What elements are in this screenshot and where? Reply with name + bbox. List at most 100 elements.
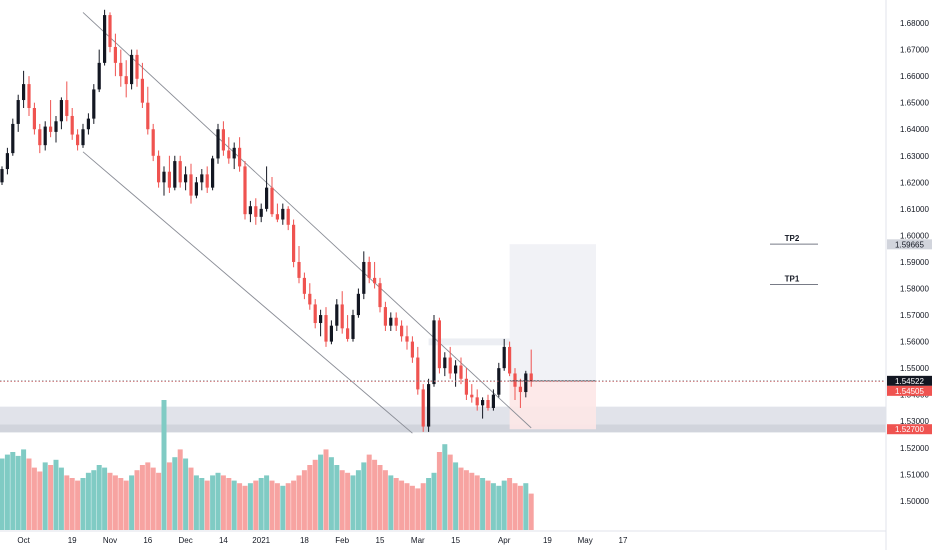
candle-body: [184, 174, 188, 183]
candle-body: [481, 400, 485, 406]
candle-body: [97, 62, 101, 90]
candle-body: [124, 76, 128, 85]
candle-body: [329, 325, 333, 342]
candle-body: [470, 394, 474, 398]
candle-body: [76, 134, 80, 146]
volume-bar: [458, 467, 464, 530]
volume-bar: [107, 472, 113, 530]
volume-bar: [328, 457, 334, 530]
volume-bar: [339, 470, 345, 530]
y-tick-label: 1.62000: [900, 178, 929, 187]
volume-bar: [69, 478, 75, 530]
candle-body: [308, 293, 312, 305]
volume-bar: [301, 470, 307, 530]
stop-zone: [509, 380, 596, 430]
volume-bar: [75, 480, 81, 530]
volume-bar: [172, 457, 178, 530]
candle-body: [529, 373, 533, 381]
candle-body: [464, 378, 468, 395]
take-profit-labels: TP2 TP1: [770, 234, 818, 286]
candle-body: [0, 169, 4, 183]
volume-bar: [139, 465, 145, 530]
candle-body: [367, 261, 371, 278]
volume-bar: [21, 449, 27, 530]
volume-bar: [426, 478, 432, 530]
volume-bar: [253, 480, 259, 530]
candle-body: [351, 315, 355, 339]
candlestick-series: [0, 9, 533, 432]
candle-body: [194, 182, 198, 196]
x-tick-label: Apr: [498, 536, 511, 545]
candle-body: [432, 320, 436, 385]
price-label-bg: [887, 239, 932, 250]
volume-bar: [42, 462, 48, 530]
volume-bar: [431, 472, 437, 530]
candle-body: [113, 46, 117, 63]
candle-body: [335, 304, 339, 326]
volume-bar: [528, 493, 534, 530]
candle-body: [162, 171, 166, 183]
y-tick-label: 1.56000: [900, 338, 929, 347]
candle-body: [65, 100, 69, 116]
volume-bar: [183, 458, 189, 530]
volume-bar: [242, 485, 248, 530]
candle-body: [59, 100, 63, 122]
time-axis[interactable]: Oct 19 Nov 16 Dec 14 2021 18 Feb 15 Mar 15 Apr 19 May 1…: [0, 530, 886, 545]
candle-body: [416, 357, 420, 390]
candle-body: [421, 389, 425, 427]
x-tick-label: 15: [376, 536, 385, 545]
x-tick-label: 15: [451, 536, 460, 545]
volume-bar: [237, 483, 243, 530]
volume-bar: [91, 470, 97, 530]
candle-body: [173, 161, 177, 188]
candle-body: [16, 100, 20, 124]
candle-body: [437, 320, 441, 369]
volume-bar: [188, 467, 194, 530]
candle-body: [54, 121, 58, 132]
candle-body: [281, 208, 285, 220]
volume-bar: [37, 471, 43, 530]
y-tick-label: 1.50000: [900, 497, 929, 506]
volume-bar: [345, 472, 351, 530]
channel-upper-line: [82, 12, 532, 429]
volume-bars: [0, 400, 534, 530]
volume-bar: [420, 483, 426, 530]
candle-body: [157, 155, 161, 183]
candle-body: [378, 283, 382, 308]
x-tick-label: Oct: [17, 536, 30, 545]
volume-bar: [15, 455, 21, 530]
volume-bar: [372, 459, 378, 530]
volume-bar: [415, 488, 421, 530]
x-tick-label: 19: [543, 536, 552, 545]
price-label-bg: [887, 385, 932, 396]
price-axis[interactable]: 1.68000 1.67000 1.66000 1.65000 1.64000 1.630…: [885, 0, 929, 550]
y-tick-label: 1.53000: [900, 417, 929, 426]
candle-body: [497, 368, 501, 395]
x-tick-label: 14: [219, 536, 228, 545]
volume-bar: [0, 458, 5, 530]
channel-lines: [82, 12, 532, 434]
volume-bar: [156, 472, 162, 530]
volume-bar: [490, 483, 496, 530]
volume-bar: [150, 467, 156, 530]
volume-bar: [210, 475, 216, 530]
volume-bar: [507, 478, 513, 530]
volume-bar: [118, 478, 124, 530]
volume-bar: [96, 465, 102, 530]
volume-bar: [296, 475, 302, 530]
candle-body: [448, 357, 452, 374]
price-label: 1.59665: [895, 240, 924, 249]
support-zone: [0, 406, 886, 425]
tp-label: TP2: [785, 234, 800, 243]
volume-bar: [53, 459, 59, 530]
volume-bar: [58, 467, 64, 530]
candle-body: [356, 293, 360, 316]
x-tick-label: May: [578, 536, 593, 545]
volume-bar: [129, 475, 135, 530]
candle-body: [22, 84, 26, 101]
candle-body: [49, 126, 53, 132]
candle-body: [221, 129, 225, 151]
volume-bar: [350, 475, 356, 530]
